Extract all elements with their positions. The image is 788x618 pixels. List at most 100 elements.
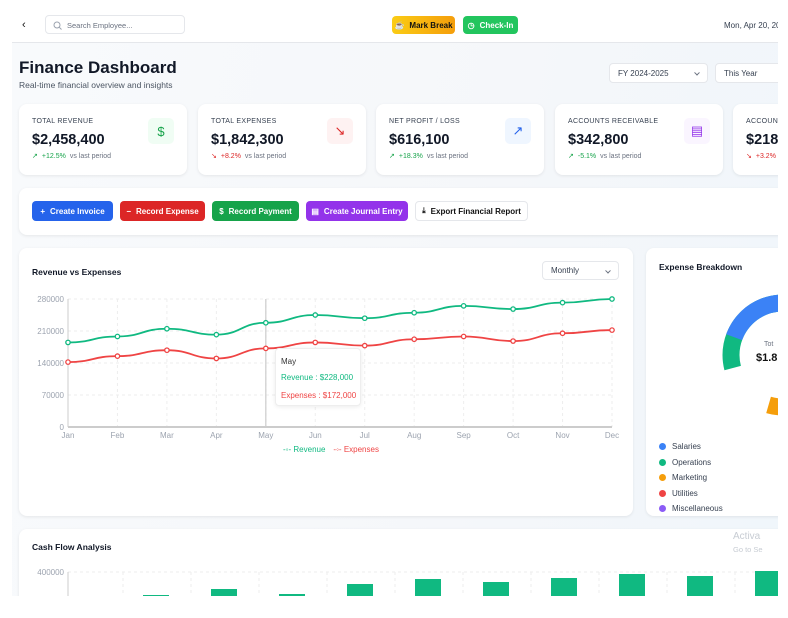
- data-point: [164, 325, 170, 332]
- legend-dot: [659, 458, 666, 466]
- data-point: [609, 327, 615, 333]
- dollar-icon: $: [219, 206, 224, 216]
- slice-operations: [722, 294, 778, 416]
- trend-arrow-icon: ↘: [746, 153, 752, 160]
- date-display: Mon, Apr 20, 20: [724, 21, 778, 30]
- kpi-label: ACCOUNTS PAYABLE: [746, 118, 778, 125]
- record-payment-button[interactable]: $ Record Payment: [212, 201, 299, 221]
- x-tick-label: Nov: [555, 431, 569, 440]
- kpi-change: ↗ -5.1% vs last period: [568, 152, 642, 161]
- x-tick-label: Aug: [407, 431, 421, 440]
- kpi-card: NET PROFIT / LOSS $616,100 ↗ +18.3% vs las…: [376, 104, 544, 175]
- create-invoice-button[interactable]: + Create Invoice: [32, 201, 113, 221]
- record-expense-button[interactable]: − Record Expense: [120, 201, 205, 221]
- data-point: [411, 336, 418, 343]
- kpi-card: TOTAL REVENUE $2,458,400 ↗ +12.5% vs last …: [19, 104, 187, 175]
- data-point: [65, 359, 71, 365]
- minus-icon: −: [126, 206, 131, 216]
- kpi-label: TOTAL REVENUE: [32, 118, 94, 125]
- data-point: [460, 303, 467, 309]
- legend-item[interactable]: Salaries: [659, 442, 701, 451]
- donut-center-label: Tot: [764, 341, 773, 348]
- legend-revenue[interactable]: -◦- Revenue: [283, 445, 326, 454]
- trend-arrow-icon: ↗: [389, 153, 395, 160]
- legend-dot: [659, 505, 666, 512]
- dollar-icon: $: [148, 118, 174, 144]
- trend-arrow-icon: ↗: [32, 153, 38, 160]
- y-tick-label: 280000: [37, 295, 64, 304]
- data-point: [510, 338, 516, 344]
- data-point: [114, 353, 121, 359]
- chart-title: Revenue vs Expenses: [32, 267, 122, 277]
- y-tick-label: 400000: [37, 568, 64, 577]
- data-point: [262, 345, 269, 352]
- trend-arrow-icon: ↘: [211, 153, 217, 160]
- data-point: [312, 312, 319, 318]
- cash-flow-bar: [279, 594, 305, 596]
- kpi-card: TOTAL EXPENSES $1,842,300 ↘ +8.2% vs last …: [198, 104, 366, 175]
- series-line-revenue: [67, 298, 613, 344]
- kpi-change: ↘ +3.2%: [746, 152, 776, 161]
- cash-flow-bar: [211, 589, 237, 596]
- data-point: [361, 315, 368, 322]
- donut-center-value: $1.8: [756, 352, 777, 364]
- document-icon: ▤: [311, 206, 319, 216]
- data-point: [213, 331, 220, 338]
- chevron-down-icon: [694, 69, 700, 76]
- create-journal-entry-button[interactable]: ▤ Create Journal Entry: [306, 201, 408, 221]
- cash-flow-title: Cash Flow Analysis: [32, 542, 112, 552]
- x-tick-label: Jul: [360, 431, 370, 440]
- cash-flow-bar: [619, 574, 645, 596]
- data-point: [114, 333, 121, 340]
- page-subtitle: Real-time financial overview and insight…: [19, 80, 173, 90]
- legend-item[interactable]: Operations: [659, 458, 711, 467]
- y-tick-label: 70000: [42, 391, 65, 400]
- plus-icon: +: [40, 206, 45, 216]
- expense-donut-chart: Tot $1.8: [722, 294, 778, 416]
- data-point: [609, 296, 615, 302]
- trending-up-icon: ↗: [505, 118, 531, 144]
- data-point: [65, 339, 71, 346]
- kpi-change: ↗ +18.3% vs last period: [389, 152, 469, 161]
- x-tick-label: May: [258, 431, 273, 440]
- expense-breakdown-card: Expense Breakdown Tot $1.8 Salaries Opera…: [646, 248, 778, 516]
- search-icon: [53, 21, 62, 30]
- trend-arrow-icon: ↗: [568, 153, 574, 160]
- check-in-button[interactable]: ◷ Check-In: [463, 16, 518, 34]
- kpi-value: $342,800: [568, 132, 629, 148]
- cash-flow-card: Cash Flow Analysis 400000 Activa Go to S…: [19, 529, 778, 596]
- top-header: ‹ Search Employee... ☕ Mark Break ◷ Check-…: [12, 12, 778, 43]
- export-report-button[interactable]: ⤓ Export Financial Report: [415, 201, 528, 221]
- granularity-select[interactable]: Monthly: [542, 261, 619, 280]
- legend-item[interactable]: Miscellaneous: [659, 504, 723, 513]
- x-tick-label: Jun: [309, 431, 322, 440]
- legend-item[interactable]: Utilities: [659, 489, 698, 498]
- data-point: [411, 309, 418, 316]
- activation-watermark-sub: Go to Se: [733, 545, 763, 554]
- legend-item[interactable]: Marketing: [659, 473, 707, 482]
- data-point: [312, 339, 319, 346]
- kpi-value: $1,842,300: [211, 132, 284, 148]
- data-point: [262, 319, 269, 326]
- x-tick-label: Sep: [457, 431, 472, 440]
- search-input[interactable]: Search Employee...: [45, 15, 185, 34]
- legend-expenses[interactable]: -◦- Expenses: [333, 445, 379, 454]
- chart-legend: -◦- Revenue -◦- Expenses: [283, 445, 379, 454]
- cash-flow-bar: [551, 578, 577, 596]
- x-tick-label: Apr: [210, 431, 223, 440]
- expense-breakdown-title: Expense Breakdown: [659, 262, 743, 272]
- kpi-value: $616,100: [389, 132, 450, 148]
- period-select[interactable]: This Year: [715, 63, 778, 83]
- kpi-card: ACCOUNTS PAYABLE $218, ↘+3.2%: [733, 104, 778, 175]
- chevron-left-icon[interactable]: ‹: [22, 19, 26, 31]
- series-line-expenses: [67, 329, 613, 363]
- activation-watermark: Activa: [733, 531, 761, 542]
- y-tick-label: 210000: [37, 327, 64, 336]
- fiscal-year-select[interactable]: FY 2024-2025: [609, 63, 708, 83]
- data-point: [510, 306, 516, 312]
- document-icon: ▤: [684, 118, 710, 144]
- kpi-value: $2,458,400: [32, 132, 105, 148]
- legend-dot: [659, 474, 666, 481]
- cash-flow-bar: [143, 595, 169, 596]
- mark-break-button[interactable]: ☕ Mark Break: [392, 16, 455, 34]
